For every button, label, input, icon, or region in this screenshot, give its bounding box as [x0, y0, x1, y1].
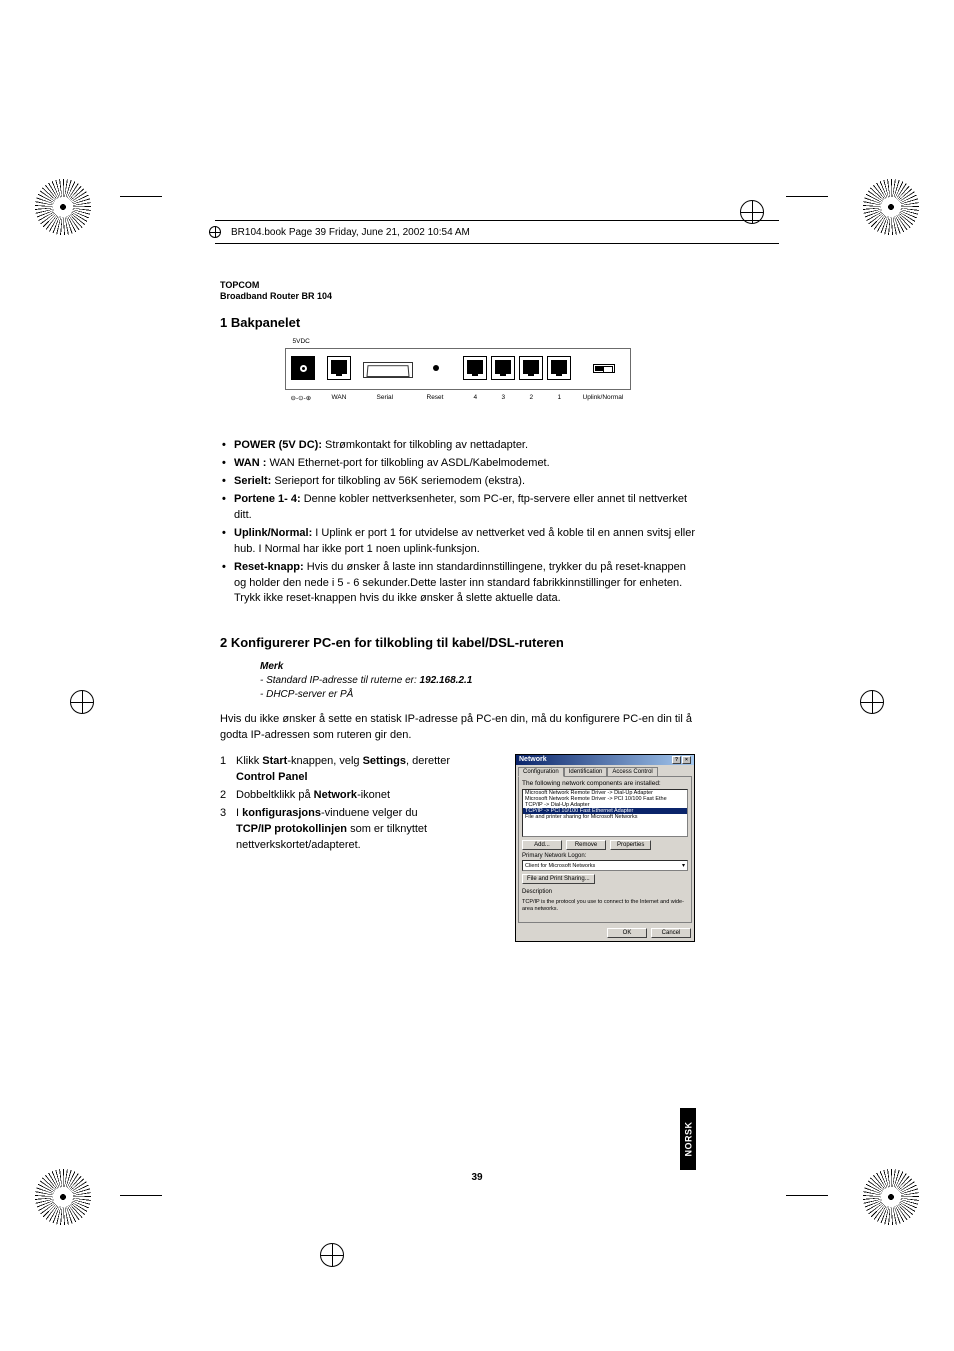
- bullet-key: Uplink/Normal:: [234, 527, 312, 539]
- desc-label: Description: [522, 889, 688, 895]
- logon-dropdown[interactable]: Client for Microsoft Networks: [522, 860, 688, 871]
- label-uplink: Uplink/Normal: [583, 394, 624, 401]
- logon-label: Primary Network Logon:: [522, 853, 688, 859]
- desc-text: TCP/IP is the protocol you use to connec…: [522, 899, 688, 919]
- print-header: BR104.book Page 39 Friday, June 21, 2002…: [215, 220, 779, 244]
- corner-line: [786, 196, 828, 197]
- feature-list: POWER (5V DC): Strømkontakt for tilkobli…: [220, 438, 695, 607]
- label-serial: Serial: [377, 394, 394, 401]
- label-5vdc: 5VDC: [293, 338, 310, 345]
- port4-icon: [463, 356, 487, 380]
- tab-configuration[interactable]: Configuration: [518, 767, 564, 777]
- bullet-text: WAN Ethernet-port for tilkobling av ASDL…: [266, 457, 549, 469]
- help-icon[interactable]: ?: [672, 756, 681, 764]
- list-item: I konfigurasjons-vinduene velger du TCP/…: [220, 806, 501, 854]
- reg-mark-left: [70, 690, 94, 714]
- close-icon[interactable]: ×: [682, 756, 691, 764]
- list-item: Uplink/Normal: I Uplink er port 1 for ut…: [220, 526, 695, 558]
- dialog-tabs: Configuration Identification Access Cont…: [518, 767, 692, 776]
- bullet-text: Strømkontakt for tilkobling av nettadapt…: [322, 439, 528, 451]
- serial-port-icon: [363, 362, 413, 378]
- list-item: Portene 1- 4: Denne kobler nettverksenhe…: [220, 492, 695, 524]
- bullet-key: Serielt:: [234, 475, 271, 487]
- note-title: Merk: [260, 660, 695, 674]
- label-port2: 2: [530, 394, 534, 401]
- bullet-text: Serieport for tilkobling av 56K seriemod…: [271, 475, 525, 487]
- list-item: WAN : WAN Ethernet-port for tilkobling a…: [220, 456, 695, 472]
- sun-mark-tr: [862, 178, 920, 236]
- tab-identification[interactable]: Identification: [564, 767, 608, 776]
- sun-mark-tl: [34, 178, 92, 236]
- port3-icon: [491, 356, 515, 380]
- corner-line: [786, 1195, 828, 1196]
- brand-sub: Broadband Router BR 104: [220, 291, 695, 301]
- list-label: The following network components are ins…: [522, 780, 688, 787]
- header-text: BR104.book Page 39 Friday, June 21, 2002…: [231, 227, 470, 238]
- backpanel-diagram: 5VDC ⊖-⊙-⊕ WAN Serial Reset 4 3 2 1 Upli…: [285, 340, 631, 420]
- list-item: POWER (5V DC): Strømkontakt for tilkobli…: [220, 438, 695, 454]
- list-item: Reset-knapp: Hvis du ønsker å laste inn …: [220, 560, 695, 608]
- section-2-title: 2 Konfigurerer PC-en for tilkobling til …: [220, 635, 695, 650]
- section-1-title: 1 Bakpanelet: [220, 315, 695, 330]
- wan-port-icon: [327, 356, 351, 380]
- corner-line: [120, 1195, 162, 1196]
- cancel-button[interactable]: Cancel: [651, 928, 691, 938]
- reset-hole-icon: [433, 365, 439, 371]
- uplink-switch-icon: [593, 364, 615, 373]
- list-item: Serielt: Serieport for tilkobling av 56K…: [220, 474, 695, 490]
- dialog-body: The following network components are ins…: [518, 776, 692, 923]
- tab-access-control[interactable]: Access Control: [607, 767, 657, 776]
- step-list: Klikk Start-knappen, velg Settings, dere…: [220, 754, 501, 856]
- list-item: Klikk Start-knappen, velg Settings, dere…: [220, 754, 501, 786]
- language-tab: NORSK: [680, 1108, 696, 1170]
- language-tab-label: NORSK: [683, 1121, 693, 1156]
- bullet-text: Denne kobler nettverksenheter, som PC-er…: [234, 493, 687, 521]
- dialog-footer: OK Cancel: [516, 925, 694, 941]
- dialog-titlebar: Network ?×: [516, 755, 694, 765]
- window-buttons: ?×: [671, 756, 691, 764]
- label-port3: 3: [502, 394, 506, 401]
- properties-button[interactable]: Properties: [610, 840, 651, 850]
- page-content: TOPCOM Broadband Router BR 104 1 Bakpane…: [220, 280, 695, 942]
- label-power-pins: ⊖-⊙-⊕: [291, 394, 312, 402]
- steps-and-dialog: Klikk Start-knappen, velg Settings, dere…: [220, 754, 695, 942]
- label-port1: 1: [558, 394, 562, 401]
- list-item[interactable]: File and printer sharing for Microsoft N…: [523, 814, 687, 820]
- page-number: 39: [0, 1172, 954, 1183]
- button-row: Add... Remove Properties: [522, 840, 688, 850]
- components-listbox[interactable]: Microsoft Network Remote Driver -> Dial-…: [522, 789, 688, 837]
- header-dot-icon: [209, 226, 221, 238]
- add-button[interactable]: Add...: [522, 840, 562, 850]
- label-wan: WAN: [332, 394, 347, 401]
- brand-name: TOPCOM: [220, 280, 695, 290]
- bullet-key: Reset-knapp:: [234, 561, 304, 573]
- bullet-key: Portene 1- 4:: [234, 493, 301, 505]
- dialog-title: Network: [519, 756, 547, 764]
- reg-mark-bottom: [320, 1243, 344, 1267]
- remove-button[interactable]: Remove: [566, 840, 606, 850]
- note-line2: - DHCP-server er PÅ: [260, 688, 695, 702]
- note-line1: - Standard IP-adresse til ruterne er: 19…: [260, 674, 695, 688]
- intro-para: Hvis du ikke ønsker å sette en statisk I…: [220, 712, 695, 744]
- network-dialog: Network ?× Configuration Identification …: [515, 754, 695, 942]
- reg-mark-right: [860, 690, 884, 714]
- file-print-button[interactable]: File and Print Sharing...: [522, 874, 595, 884]
- bullet-key: WAN :: [234, 457, 266, 469]
- note-block: Merk - Standard IP-adresse til ruterne e…: [260, 660, 695, 702]
- label-port4: 4: [474, 394, 478, 401]
- ok-button[interactable]: OK: [607, 928, 647, 938]
- port2-icon: [519, 356, 543, 380]
- corner-line: [120, 196, 162, 197]
- power-jack-icon: [291, 356, 315, 380]
- label-reset: Reset: [427, 394, 444, 401]
- bullet-key: POWER (5V DC):: [234, 439, 322, 451]
- list-item: Dobbeltklikk på Network-ikonet: [220, 788, 501, 804]
- port1-icon: [547, 356, 571, 380]
